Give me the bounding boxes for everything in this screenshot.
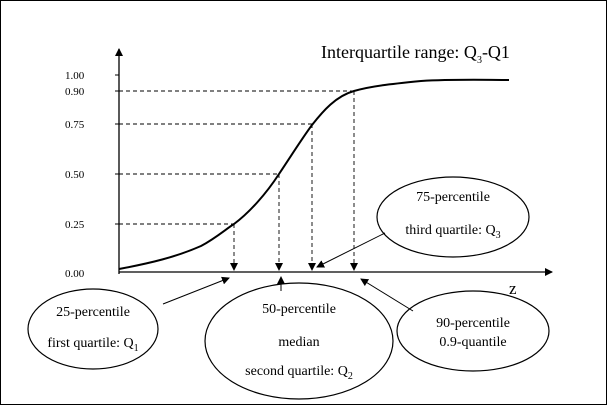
y-tick-label-0.50: 0.50 xyxy=(65,169,85,181)
bubble-50-line1: 50-percentile xyxy=(262,302,336,317)
pointer-arrow-q3 xyxy=(316,232,386,268)
bubble-50-line2: median xyxy=(278,335,319,350)
y-tick-label-0.25: 0.25 xyxy=(65,219,85,231)
y-tick-label-1.00: 1.00 xyxy=(65,70,85,82)
y-tick-label-0.75: 0.75 xyxy=(65,119,85,131)
pointer-arrow-p90 xyxy=(360,278,414,312)
bubble-90-line2: 0.9-quantile xyxy=(439,335,506,350)
y-tick-label-0.90: 0.90 xyxy=(65,86,85,98)
chart-title: Interquartile range: Q3-Q1 xyxy=(321,42,510,66)
bubble-75-percentile xyxy=(376,176,530,258)
bubble-50-line3: second quartile: Q2 xyxy=(245,364,353,382)
cdf-curve xyxy=(118,78,510,270)
bubble-50-percentile xyxy=(204,282,394,400)
bubble-75-line1: 75-percentile xyxy=(416,190,490,205)
bubble-90-percentile xyxy=(396,290,550,372)
y-tick-label-0.00: 0.00 xyxy=(65,268,85,280)
bubble-25-line1: 25-percentile xyxy=(56,305,130,320)
x-axis-label: z xyxy=(509,279,517,298)
bubble-25-percentile xyxy=(27,288,159,370)
bubble-75-line2: third quartile: Q3 xyxy=(405,223,500,241)
pointer-arrow-q1 xyxy=(162,276,230,305)
y-ticks xyxy=(115,74,119,225)
bubble-90-line1: 90-percentile xyxy=(436,316,510,331)
bubble-25-line2: first quartile: Q1 xyxy=(47,336,138,354)
